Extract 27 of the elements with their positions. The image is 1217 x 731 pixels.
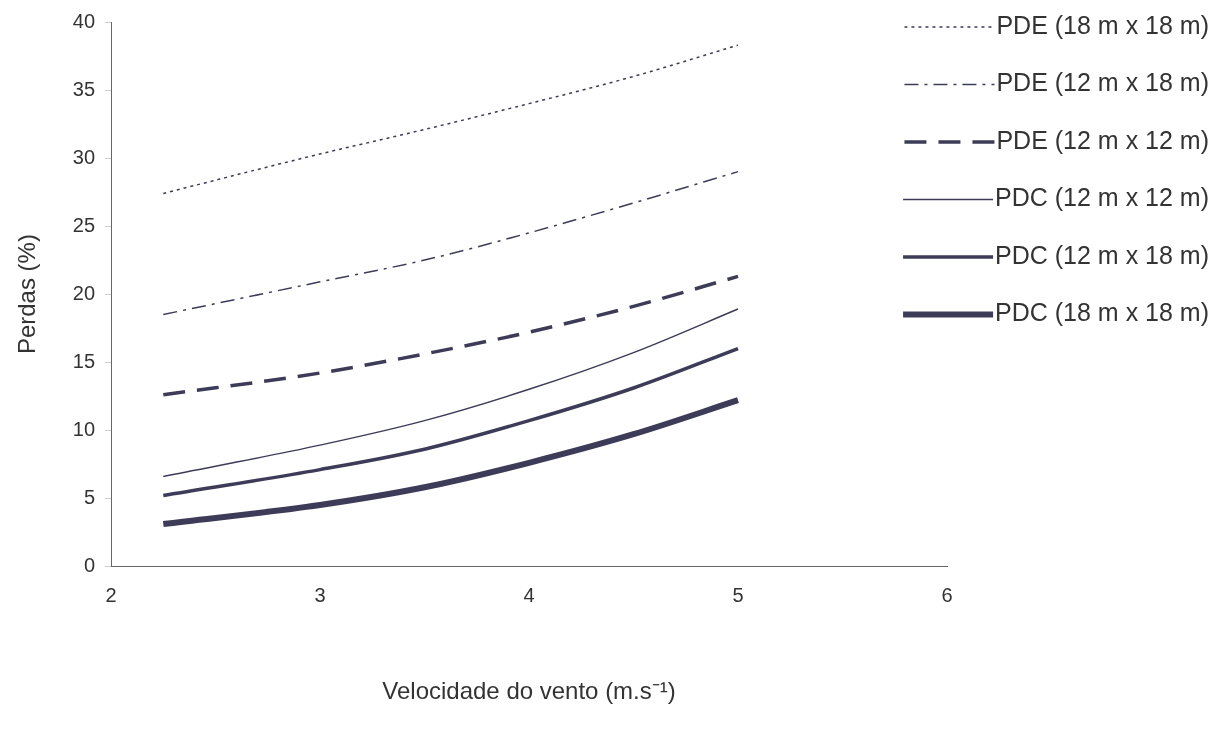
x-tick-label: 4 (523, 583, 535, 606)
y-tick-label: 10 (72, 417, 96, 440)
line-series (161, 346, 740, 498)
y-tick-label: 25 (72, 213, 96, 236)
y-tick-label: 5 (83, 485, 96, 508)
y-tick-label: 35 (72, 77, 96, 100)
x-axis-title: Velocidade do vento (m.s⁻¹) (382, 677, 676, 705)
x-tick-label: 6 (941, 583, 953, 606)
legend-label: PDE (18 m x 18 m) (996, 10, 1209, 39)
x-tick-label: 3 (314, 583, 326, 606)
y-axis-title: Perdas (%) (13, 234, 41, 355)
line-series (162, 308, 739, 478)
y-tick-label: 0 (83, 553, 96, 576)
y-tick-label: 30 (72, 145, 96, 168)
y-tick-label: 40 (72, 9, 96, 32)
x-tick-label: 2 (105, 583, 117, 606)
legend-label: PDE (12 m x 18 m) (996, 68, 1209, 97)
y-tick-label: 15 (72, 349, 96, 372)
legend-label: PDC (18 m x 18 m) (995, 298, 1209, 327)
y-tick-label: 20 (72, 281, 96, 304)
line-series (162, 44, 739, 195)
line-series (161, 274, 740, 397)
x-tick-label: 5 (732, 583, 744, 606)
line-series (162, 170, 739, 316)
legend-label: PDE (12 m x 12 m) (996, 125, 1209, 154)
legend-label: PDC (12 m x 12 m) (995, 183, 1209, 212)
legend-label: PDC (12 m x 18 m) (995, 240, 1209, 269)
